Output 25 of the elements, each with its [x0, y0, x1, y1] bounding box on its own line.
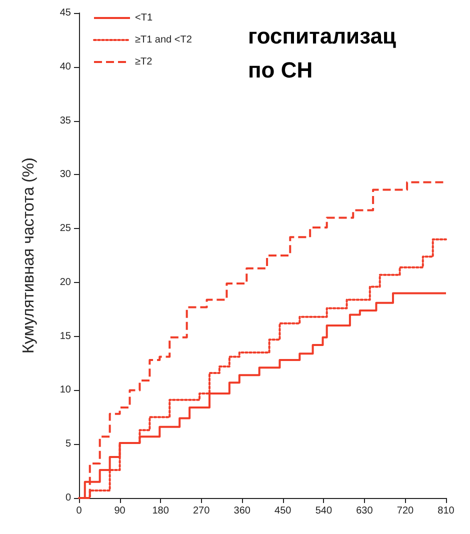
x-tick-label: 0 — [76, 506, 82, 516]
x-tick-label: 90 — [114, 506, 126, 516]
y-tick-label: 25 — [60, 223, 72, 234]
y-tick-label: 40 — [60, 61, 72, 72]
y-tick-label: 5 — [65, 438, 72, 450]
y-tick-label: 10 — [60, 384, 72, 396]
legend-label: <T1 — [135, 12, 153, 24]
y-tick-label: 20 — [60, 276, 72, 288]
y-axis-title: Кумулятивная частота (%) — [20, 158, 38, 354]
x-tick-label: 720 — [396, 506, 414, 516]
y-tick-label: 45 — [60, 8, 72, 18]
legend-label: ≥T1 and <T2 — [135, 34, 192, 46]
x-tick-label: 630 — [356, 506, 374, 516]
x-tick-label: 810 — [438, 506, 455, 516]
y-tick-label: 30 — [60, 169, 72, 180]
y-tick-label: 0 — [65, 492, 72, 504]
legend-label: ≥T2 — [135, 56, 153, 68]
x-tick-label: 450 — [274, 506, 292, 516]
y-tick-label: 35 — [60, 115, 72, 126]
text: госпитализац по СН — [248, 24, 396, 82]
x-tick-label: 360 — [234, 506, 251, 516]
x-tick-label: 180 — [152, 506, 170, 516]
x-tick-label: 270 — [192, 506, 210, 516]
y-tick-label: 15 — [60, 330, 72, 342]
x-tick-label: 540 — [315, 506, 332, 516]
